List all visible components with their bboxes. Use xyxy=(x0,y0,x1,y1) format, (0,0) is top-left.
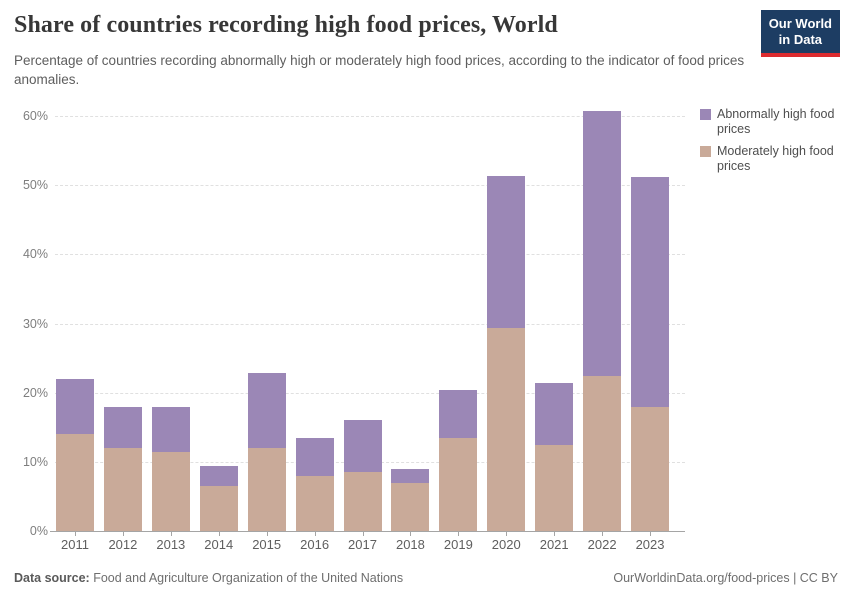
x-tick-2018 xyxy=(410,532,412,536)
bar-segment-moderate-2016[interactable] xyxy=(295,475,334,531)
bar-2016[interactable] xyxy=(295,437,334,531)
bar-2015[interactable] xyxy=(247,372,286,531)
bar-segment-abnormal-2012[interactable] xyxy=(103,406,142,448)
gridline-60% xyxy=(55,116,685,117)
x-tick-label-2023: 2023 xyxy=(635,537,665,552)
x-tick-label-2019: 2019 xyxy=(443,537,473,552)
bar-segment-abnormal-2018[interactable] xyxy=(391,468,430,483)
x-tick-2022 xyxy=(602,532,604,536)
bar-2014[interactable] xyxy=(199,466,238,531)
bar-segment-moderate-2014[interactable] xyxy=(199,486,238,531)
y-tick-label-10%: 10% xyxy=(22,454,48,469)
bar-segment-moderate-2018[interactable] xyxy=(391,482,430,531)
x-tick-label-2021: 2021 xyxy=(539,537,569,552)
x-tick-2013 xyxy=(170,532,172,536)
bar-segment-moderate-2021[interactable] xyxy=(535,445,574,531)
page-title: Share of countries recording high food p… xyxy=(14,12,558,38)
x-tick-2021 xyxy=(554,532,556,536)
owid-logo[interactable]: Our World in Data xyxy=(760,10,840,57)
x-tick-label-2022: 2022 xyxy=(587,537,617,552)
y-tick-label-50%: 50% xyxy=(22,178,48,193)
bar-segment-abnormal-2022[interactable] xyxy=(583,111,622,377)
legend: Abnormally high food prices Moderately hi… xyxy=(700,107,842,181)
gridline-40% xyxy=(55,254,685,256)
x-tick-2014 xyxy=(218,532,220,536)
footer: Data source: Food and Agriculture Organi… xyxy=(14,571,838,585)
owid-logo-line2: in Data xyxy=(778,32,823,47)
x-tick-label-2016: 2016 xyxy=(300,537,330,552)
x-axis-line xyxy=(50,531,685,532)
bar-segment-abnormal-2019[interactable] xyxy=(439,389,478,439)
x-tick-label-2015: 2015 xyxy=(252,537,282,552)
data-source-note: Data source: Food and Agriculture Organi… xyxy=(14,571,403,585)
y-tick-label-0%: 0% xyxy=(29,524,48,538)
bar-segment-abnormal-2023[interactable] xyxy=(631,176,670,407)
x-tick-2011 xyxy=(75,532,76,536)
bar-segment-moderate-2022[interactable] xyxy=(583,376,622,531)
legend-item-abnormal[interactable]: Abnormally high food prices xyxy=(700,107,842,137)
gridline-30% xyxy=(55,323,685,325)
x-tick-label-2017: 2017 xyxy=(348,537,377,552)
bar-segment-abnormal-2021[interactable] xyxy=(535,382,574,446)
y-tick-label-40%: 40% xyxy=(22,247,48,262)
bar-segment-abnormal-2011[interactable] xyxy=(56,378,94,435)
legend-label: Moderately high food prices xyxy=(717,144,834,173)
bar-2017[interactable] xyxy=(343,420,382,531)
bar-segment-abnormal-2014[interactable] xyxy=(199,466,238,487)
bar-segment-moderate-2013[interactable] xyxy=(151,452,190,531)
footer-link[interactable]: OurWorldinData.org/food-prices | CC BY xyxy=(613,571,838,585)
legend-label: Abnormally high food prices xyxy=(717,107,835,136)
bar-2013[interactable] xyxy=(151,406,190,531)
bar-segment-moderate-2019[interactable] xyxy=(439,438,478,531)
x-tick-label-2014: 2014 xyxy=(204,537,234,552)
bar-segment-abnormal-2017[interactable] xyxy=(343,420,382,473)
bar-segment-abnormal-2015[interactable] xyxy=(247,372,286,448)
page-subtitle: Percentage of countries recording abnorm… xyxy=(14,53,745,87)
x-tick-label-2012: 2012 xyxy=(108,537,138,552)
data-source-text: Food and Agriculture Organization of the… xyxy=(93,571,404,585)
x-tick-2017 xyxy=(362,532,364,536)
bar-2018[interactable] xyxy=(391,468,430,531)
bar-segment-moderate-2023[interactable] xyxy=(631,406,670,531)
bar-segment-moderate-2011[interactable] xyxy=(56,434,94,531)
x-tick-2016 xyxy=(314,532,316,536)
y-tick-label-20%: 20% xyxy=(22,385,48,400)
gridline-50% xyxy=(55,185,685,187)
y-tick-label-30%: 30% xyxy=(22,316,48,331)
x-tick-label-2013: 2013 xyxy=(156,537,186,552)
owid-logo-line1: Our World xyxy=(768,16,832,31)
bar-2020[interactable] xyxy=(487,176,526,531)
legend-swatch-icon xyxy=(700,109,711,120)
x-tick-label-2011: 2011 xyxy=(61,537,89,552)
x-tick-label-2020: 2020 xyxy=(491,537,521,552)
bar-segment-moderate-2020[interactable] xyxy=(487,327,526,531)
bar-2019[interactable] xyxy=(439,389,478,531)
plot-area: 0% 10% 20% 30% 40% 50% 60% 2011 2012 2013 2014 2015… xyxy=(23,109,685,552)
x-tick-label-2018: 2018 xyxy=(395,537,425,552)
bar-segment-moderate-2017[interactable] xyxy=(343,472,382,531)
x-tick-2012 xyxy=(122,532,124,536)
bar-segment-abnormal-2016[interactable] xyxy=(295,437,334,476)
bar-segment-moderate-2012[interactable] xyxy=(103,448,142,531)
bar-2022[interactable] xyxy=(583,111,622,531)
legend-item-moderate[interactable]: Moderately high food prices xyxy=(700,144,842,174)
gridline-20% xyxy=(55,392,685,394)
x-tick-2015 xyxy=(266,532,268,536)
bar-2023[interactable] xyxy=(631,176,670,531)
bar-2011[interactable] xyxy=(56,378,94,531)
bar-2012[interactable] xyxy=(103,406,142,531)
data-source-label: Data source: xyxy=(14,571,90,585)
y-tick-label-60%: 60% xyxy=(22,109,48,123)
bar-segment-abnormal-2013[interactable] xyxy=(151,406,190,453)
x-tick-2019 xyxy=(458,532,460,536)
bar-2021[interactable] xyxy=(535,382,574,531)
bar-segment-moderate-2015[interactable] xyxy=(247,448,286,531)
legend-swatch-icon xyxy=(700,146,711,157)
x-tick-2020 xyxy=(506,532,508,536)
bar-segment-abnormal-2020[interactable] xyxy=(487,176,526,328)
x-tick-2023 xyxy=(650,532,652,536)
